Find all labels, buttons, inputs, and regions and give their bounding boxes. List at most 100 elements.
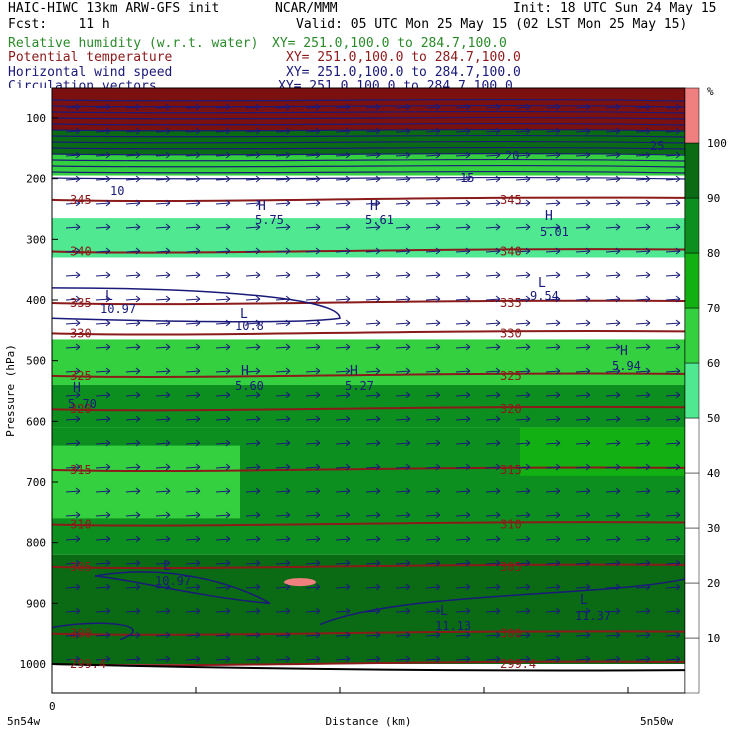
below-ground <box>52 670 685 693</box>
wind-vector-242 <box>395 367 411 375</box>
wind-vector-323 <box>305 463 321 471</box>
wind-vector-384 <box>245 535 261 543</box>
wind-vector-172 <box>185 295 201 303</box>
wind-vector-358 <box>95 511 111 519</box>
wind-vector-459 <box>605 607 621 615</box>
legend-rh-label: Relative humidity (w.r.t. water) <box>8 36 259 51</box>
wind-vector-473 <box>395 631 411 639</box>
colorbar-label-0: 10 <box>707 632 720 645</box>
wind-vector-13 <box>455 103 471 111</box>
theta-label-2-0: 335 <box>70 296 92 310</box>
wind-vector-493 <box>365 655 381 663</box>
wind-vector-436 <box>545 583 561 591</box>
wind-vector-202 <box>455 319 471 327</box>
legend-vectors-label: Circulation vectors <box>8 80 157 88</box>
wind-vector-148 <box>95 271 111 279</box>
wind-vector-151 <box>185 271 201 279</box>
wind-vector-235 <box>185 367 201 375</box>
x-right-location: 5n50w <box>640 715 673 728</box>
wind-vector-16 <box>545 103 561 111</box>
wind-vector-204 <box>515 319 531 327</box>
y-tick-label-1: 200 <box>26 173 46 186</box>
wind-vector-70 <box>275 175 291 183</box>
wind-vector-291 <box>605 415 621 423</box>
wind-vector-21 <box>65 127 81 135</box>
wind-vector-452 <box>395 607 411 615</box>
wind-vector-181 <box>455 295 471 303</box>
wind-vector-418 <box>635 559 651 567</box>
wind-vector-469 <box>275 631 291 639</box>
wind-vector-87 <box>155 199 171 207</box>
wind-vector-435 <box>515 583 531 591</box>
wind-vector-417 <box>605 559 621 567</box>
wind-vector-320 <box>215 463 231 471</box>
legend-wind-xy: XY= 251.0,100.0 to 284.7,100.0 <box>286 65 521 80</box>
wind-vector-216 <box>245 343 261 351</box>
colorbar-label-6: 70 <box>707 302 720 315</box>
wind-vector-450 <box>335 607 351 615</box>
wind-vector-161 <box>485 271 501 279</box>
wind-vector-385 <box>275 535 291 543</box>
wind-vector-365 <box>305 511 321 519</box>
extremum-8: H <box>620 344 628 359</box>
legend-vectors-xy: XY= 251.0,100.0 to 284.7,100.0 <box>278 80 513 88</box>
wind-vector-381 <box>155 535 171 543</box>
theta-label-0-0: 345 <box>70 193 92 207</box>
wind-vector-68 <box>215 175 231 183</box>
wind-vector-484 <box>95 655 111 663</box>
y-tick-label-2: 300 <box>26 233 46 246</box>
wind-vector-492 <box>335 655 351 663</box>
wind-vector-254 <box>125 391 141 399</box>
wind-vector-56 <box>485 151 501 159</box>
wind-vector-124 <box>635 223 651 231</box>
wind-vector-205 <box>545 319 561 327</box>
wind-vector-382 <box>185 535 201 543</box>
theta-label-5-1: 320 <box>500 402 522 416</box>
wind-vector-334 <box>635 463 651 471</box>
wind-vector-368 <box>395 511 411 519</box>
wind-vector-471 <box>335 631 351 639</box>
wind-vector-245 <box>485 367 501 375</box>
colorbar-swatch-6 <box>684 307 700 364</box>
wind-vector-321 <box>245 463 261 471</box>
wind-vector-367 <box>365 511 381 519</box>
wind-vector-451 <box>365 607 381 615</box>
wind-vector-92 <box>305 199 321 207</box>
wind-vector-380 <box>125 535 141 543</box>
wind-vector-130 <box>185 247 201 255</box>
wind-vector-426 <box>245 583 261 591</box>
wind-vector-501 <box>605 655 621 663</box>
wind-vector-415 <box>545 559 561 567</box>
wind-vector-292 <box>635 415 651 423</box>
wind-vector-312 <box>605 439 621 447</box>
wind-vector-6 <box>245 103 261 111</box>
wind-vector-477 <box>515 631 531 639</box>
wind-vector-118 <box>455 223 471 231</box>
wind-vector-218 <box>305 343 321 351</box>
theta-label-8-1: 305 <box>500 560 522 574</box>
wind-vector-35 <box>485 127 501 135</box>
wind-vector-180 <box>425 295 441 303</box>
wind-vector-11 <box>395 103 411 111</box>
wind-vector-14 <box>485 103 501 111</box>
wind-vector-137 <box>395 247 411 255</box>
wind-vector-229 <box>635 343 651 351</box>
wind-vector-406 <box>275 559 291 567</box>
wind-vector-476 <box>485 631 501 639</box>
wind-vector-128 <box>125 247 141 255</box>
wind-vector-487 <box>185 655 201 663</box>
wind-vector-168 <box>65 295 81 303</box>
wind-vector-409 <box>365 559 381 567</box>
extremum-11: L <box>440 604 448 619</box>
wind-vector-75 <box>425 175 441 183</box>
jet-contour-10 <box>51 158 686 162</box>
wind-vector-354 <box>605 487 621 495</box>
wind-vector-234 <box>155 367 171 375</box>
wind-vector-237 <box>245 367 261 375</box>
wind-vector-300 <box>245 439 261 447</box>
wind-vector-142 <box>545 247 561 255</box>
wind-vector-414 <box>515 559 531 567</box>
extremum-1: H <box>370 199 378 214</box>
extremum-4: L <box>240 307 248 322</box>
wind-vector-353 <box>575 487 591 495</box>
